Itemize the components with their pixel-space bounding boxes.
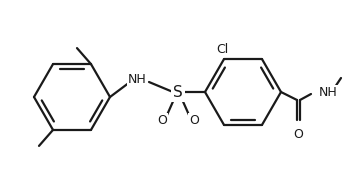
Text: O: O [157,114,167,127]
Text: Cl: Cl [216,43,228,56]
Text: O: O [189,114,199,127]
Text: NH: NH [319,85,338,98]
Text: O: O [293,128,303,141]
Text: S: S [173,85,183,100]
Text: NH: NH [128,73,146,85]
